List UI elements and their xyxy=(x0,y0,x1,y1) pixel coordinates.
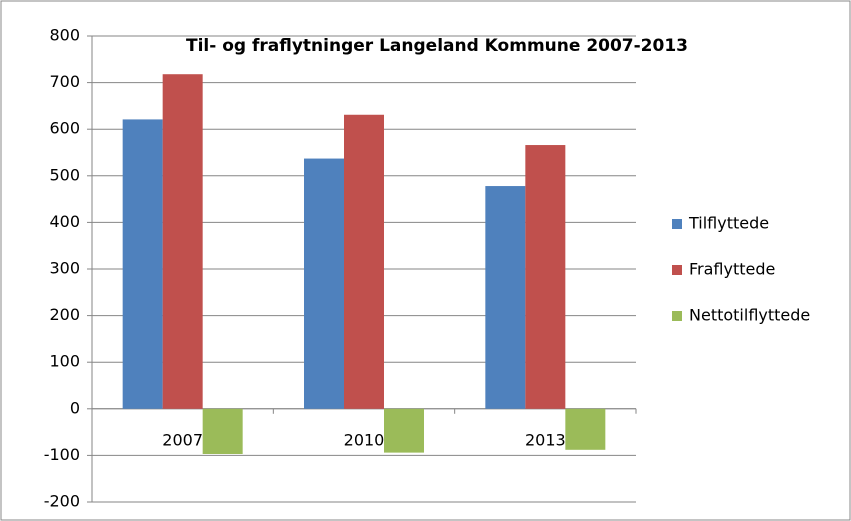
bar xyxy=(525,145,566,409)
bar xyxy=(162,74,203,409)
y-tick-label: 100 xyxy=(49,352,80,371)
legend-swatch xyxy=(672,219,682,229)
y-tick-label: 0 xyxy=(70,398,80,417)
bar xyxy=(304,158,344,409)
x-tick-label: 2013 xyxy=(525,430,566,449)
bar xyxy=(202,408,243,455)
bar xyxy=(122,119,163,409)
y-tick-label: -100 xyxy=(44,445,80,464)
x-tick-label: 2007 xyxy=(162,430,203,449)
y-tick-label: 600 xyxy=(49,119,80,138)
y-tick-label: 700 xyxy=(49,72,80,91)
legend-label: Tilflyttede xyxy=(688,214,769,233)
bar xyxy=(384,408,424,453)
y-tick-label: 400 xyxy=(49,212,80,231)
legend-label: Fraflyttede xyxy=(689,260,775,279)
bar xyxy=(344,114,384,409)
y-tick-label: 800 xyxy=(49,26,80,45)
legend-label: Nettotilflyttede xyxy=(689,306,810,325)
legend-swatch xyxy=(672,265,682,275)
bar xyxy=(565,408,606,450)
bar xyxy=(485,186,526,409)
chart-title: Til- og fraflytninger Langeland Kommune … xyxy=(186,36,688,56)
y-tick-label: 200 xyxy=(49,305,80,324)
x-tick-label: 2010 xyxy=(344,430,385,449)
y-tick-label: 500 xyxy=(49,165,80,184)
legend-swatch xyxy=(672,311,682,321)
y-tick-label: 300 xyxy=(49,259,80,278)
y-tick-label: -200 xyxy=(44,492,80,511)
